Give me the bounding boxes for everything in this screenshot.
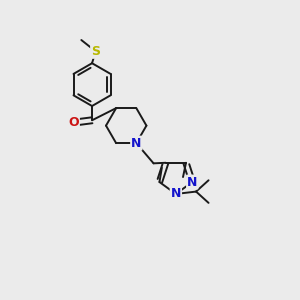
Text: O: O [68,116,79,129]
Text: N: N [171,188,181,200]
Text: S: S [91,45,100,58]
Text: N: N [187,176,197,188]
Text: N: N [131,136,142,150]
